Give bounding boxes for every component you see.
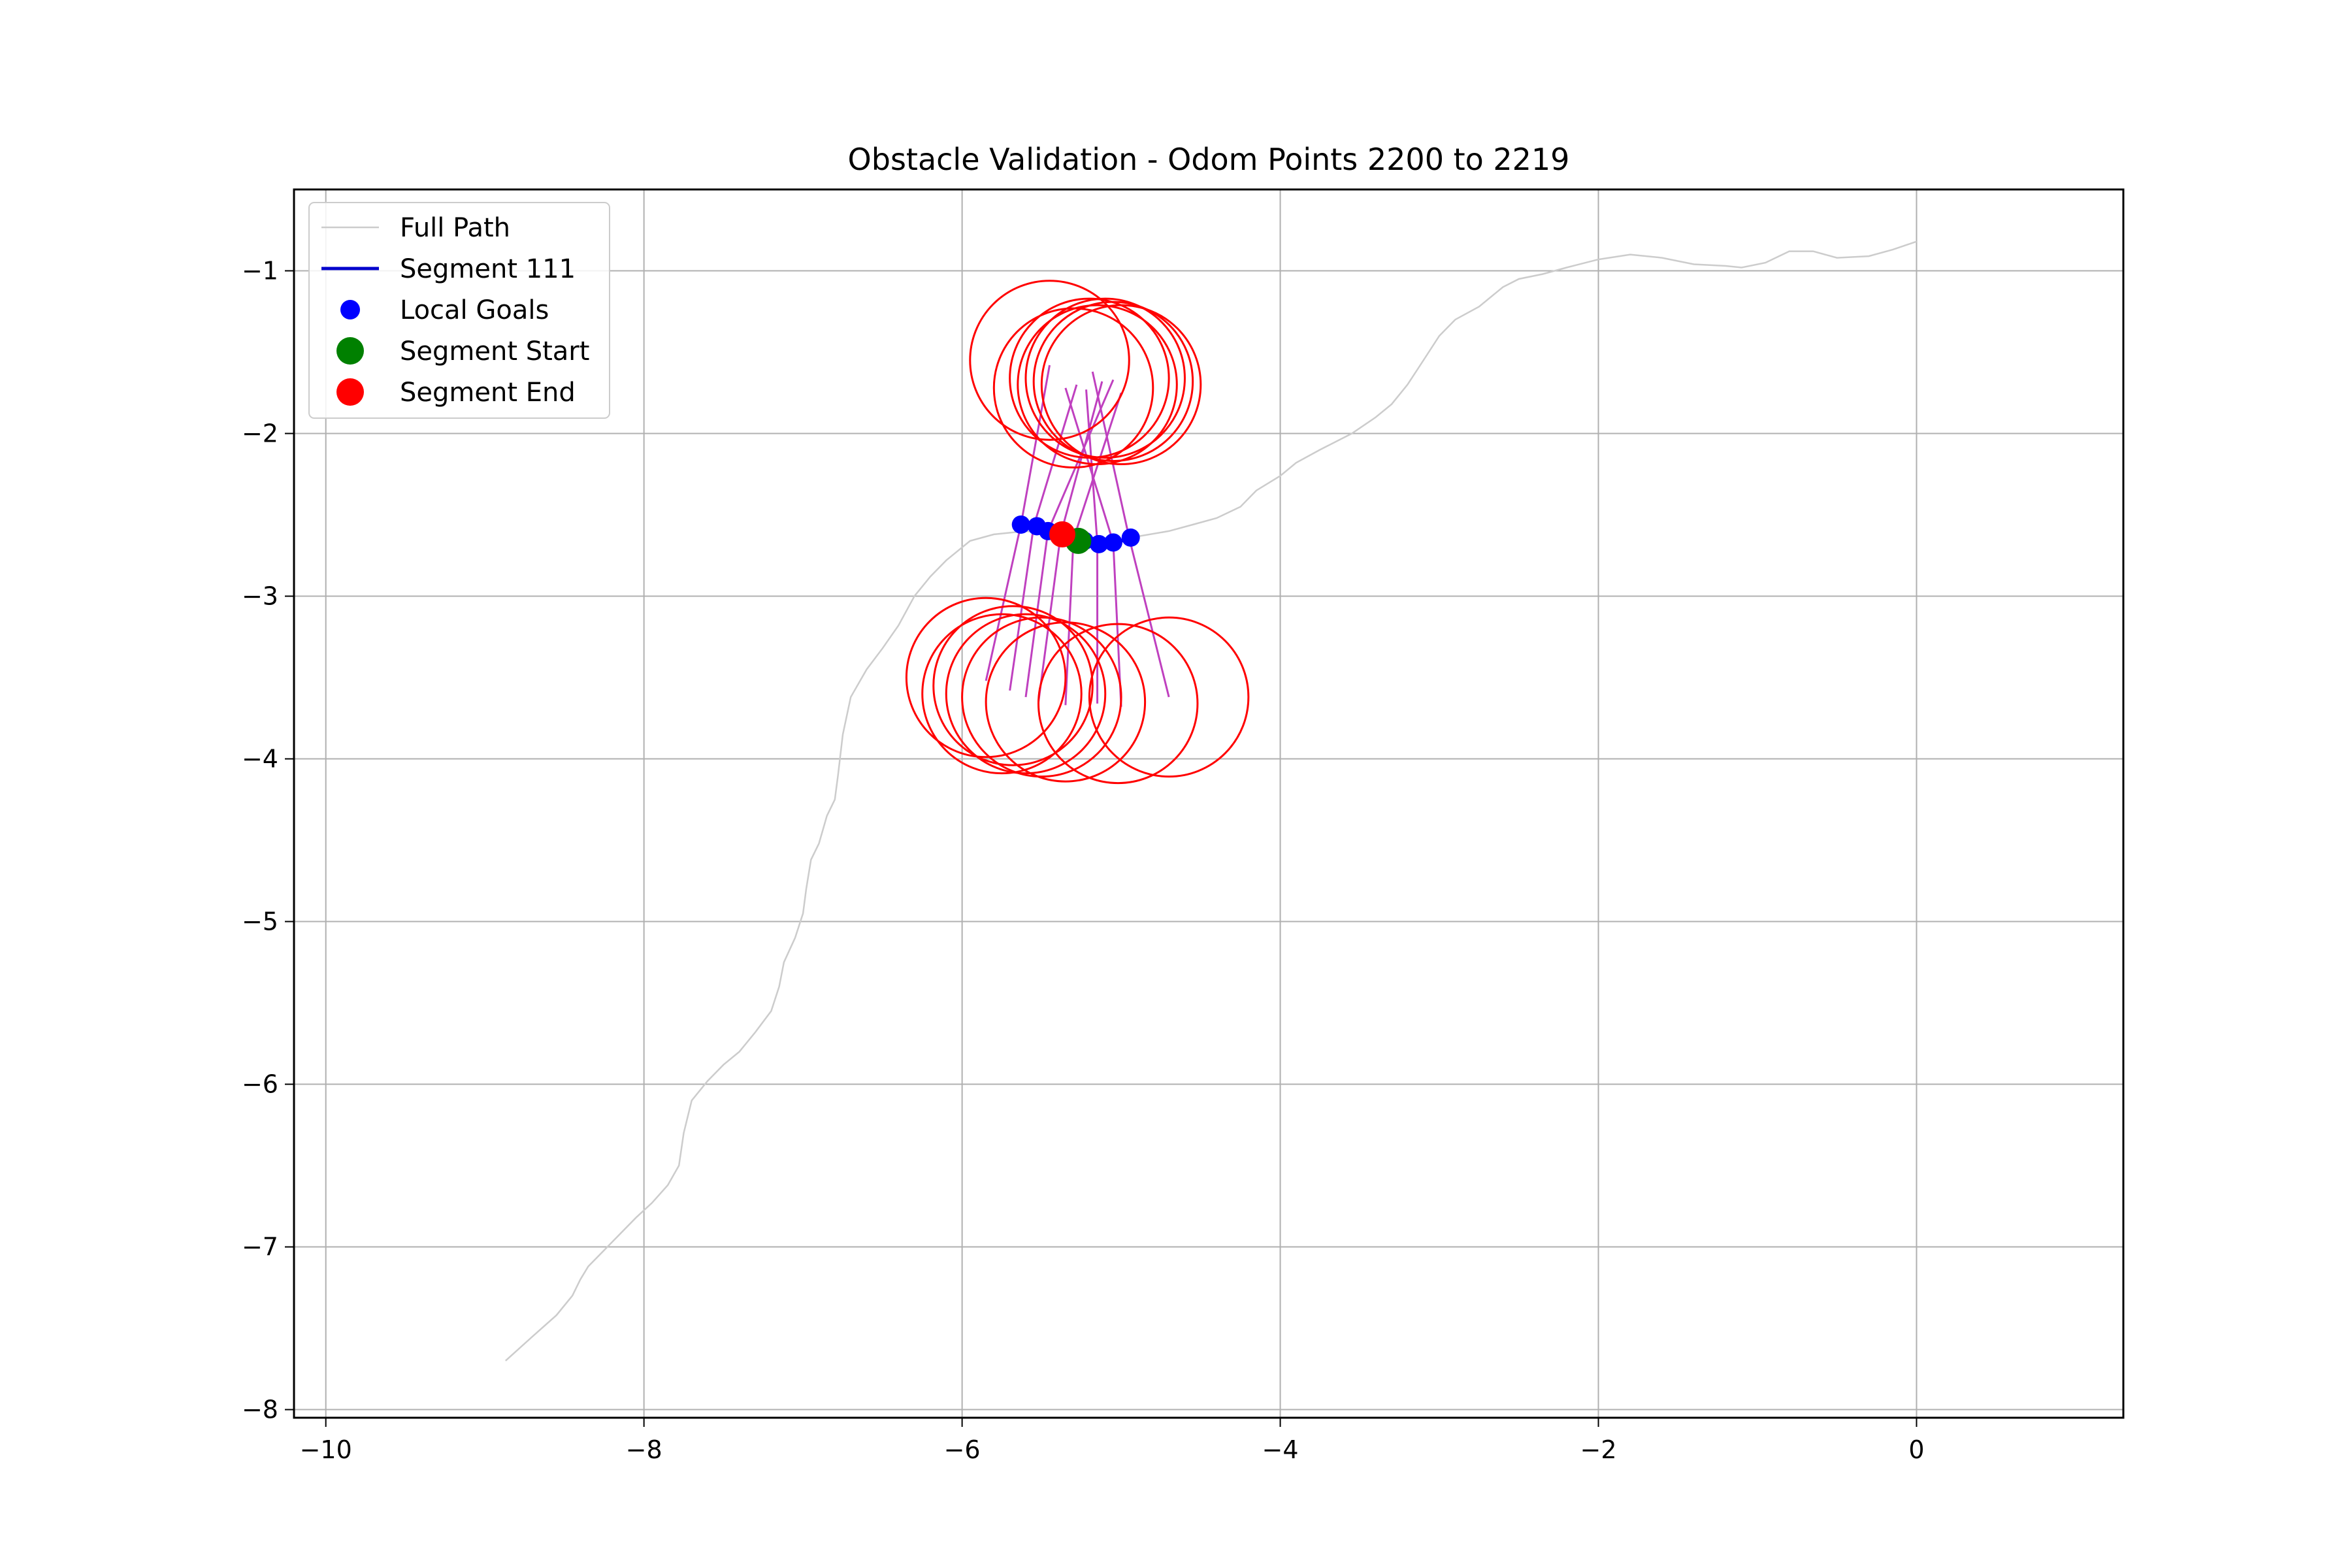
legend-label: Local Goals bbox=[400, 295, 549, 325]
y-tick-label: −5 bbox=[242, 907, 278, 936]
legend-label: Segment Start bbox=[400, 336, 589, 367]
legend-label: Full Path bbox=[400, 213, 510, 243]
local-goal-point bbox=[1011, 515, 1030, 534]
legend-label: Segment End bbox=[400, 378, 576, 408]
obstacle-circle bbox=[945, 613, 1107, 775]
x-tick-label: −2 bbox=[1580, 1435, 1617, 1464]
obstacle-circle bbox=[969, 280, 1130, 441]
obstacle-ray bbox=[1020, 365, 1051, 525]
y-tick-label: −8 bbox=[242, 1396, 278, 1424]
chart-title: Obstacle Validation - Odom Points 2200 t… bbox=[848, 142, 1570, 177]
obstacle-ray bbox=[1032, 384, 1078, 527]
obstacle-circle bbox=[932, 605, 1094, 766]
legend: Full Path Segment 111 Local Goals Segment S… bbox=[308, 202, 610, 419]
obstacle-ray bbox=[1072, 392, 1122, 540]
x-tick-label: −8 bbox=[626, 1435, 662, 1464]
plot-data bbox=[504, 240, 1917, 1362]
obstacle-circle bbox=[1040, 304, 1202, 466]
grid-lines bbox=[294, 189, 2123, 1418]
obstacle-circle bbox=[1017, 304, 1178, 466]
legend-box bbox=[308, 202, 610, 419]
x-tick-label: −4 bbox=[1262, 1435, 1299, 1464]
obstacle-circle bbox=[1037, 623, 1199, 785]
plot-frame bbox=[293, 188, 2125, 1419]
full-path-line bbox=[504, 240, 1917, 1362]
legend-label: Segment 111 bbox=[400, 254, 576, 284]
y-tick-label: −3 bbox=[242, 582, 278, 611]
obstacle-circle bbox=[961, 616, 1122, 778]
legend-swatch-local-goals bbox=[340, 300, 360, 319]
obstacle-circle bbox=[985, 621, 1147, 783]
y-tick-label: −6 bbox=[242, 1070, 278, 1099]
obstacle-ray bbox=[1009, 526, 1035, 691]
obstacle-ray bbox=[985, 524, 1022, 681]
y-tick-label: −7 bbox=[242, 1233, 278, 1262]
x-tick-label: −6 bbox=[944, 1435, 981, 1464]
obstacle-circle bbox=[905, 596, 1067, 759]
obstacle-circle bbox=[1088, 616, 1250, 778]
y-tick-label: −1 bbox=[242, 257, 278, 286]
legend-swatch-segment-end bbox=[336, 378, 364, 406]
legend-swatch-segment-start bbox=[336, 337, 364, 365]
local-goal-point bbox=[1121, 528, 1140, 547]
obstacle-ray bbox=[1128, 537, 1170, 698]
segment-end-point bbox=[1049, 521, 1075, 547]
obstacle-circle bbox=[1024, 297, 1186, 459]
x-tick-label: −10 bbox=[300, 1435, 352, 1464]
y-tick-label: −4 bbox=[242, 745, 278, 774]
obstacle-ray bbox=[1047, 379, 1115, 532]
x-tick-label: 0 bbox=[1908, 1435, 1924, 1464]
obstacle-circle bbox=[921, 613, 1083, 775]
local-goal-point bbox=[1103, 533, 1122, 552]
axis-ticks: −10 −8 −6 −4 −2 0 −1 −2 −3 −4 −5 −6 −7 −8 bbox=[242, 257, 1925, 1464]
obstacle-circle bbox=[1032, 301, 1194, 463]
y-tick-label: −2 bbox=[242, 419, 278, 448]
local-goal-point bbox=[1090, 534, 1108, 553]
